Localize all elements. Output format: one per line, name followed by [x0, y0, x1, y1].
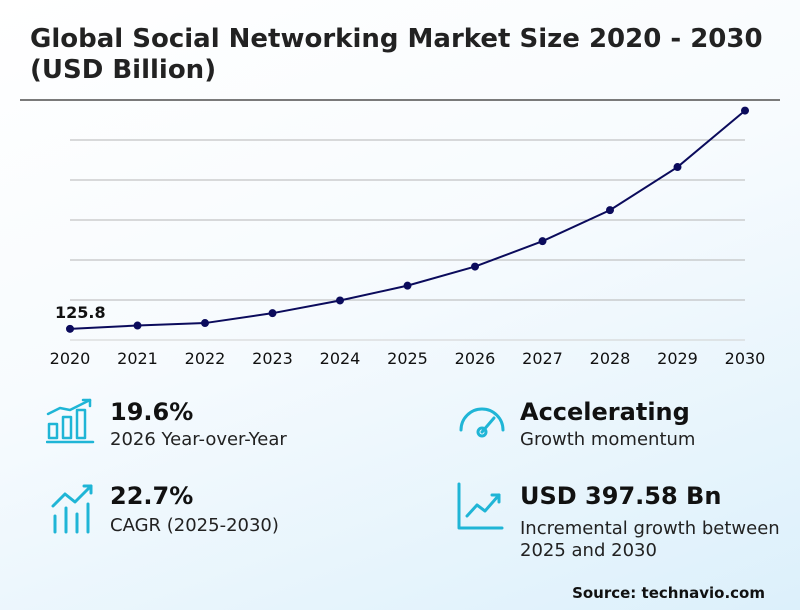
source-credit: Source: technavio.com: [572, 584, 765, 602]
x-tick-label: 2021: [117, 349, 158, 368]
data-label: 125.8: [55, 303, 106, 322]
chart-title: Global Social Networking Market Size 202…: [30, 24, 763, 85]
x-tick-label: 2022: [185, 349, 226, 368]
data-point: [673, 163, 682, 172]
data-point: [133, 321, 142, 330]
gauge-icon: [459, 407, 505, 438]
data-point: [66, 324, 74, 333]
trend-bars-icon: [51, 484, 93, 534]
x-tick-label: 2028: [590, 349, 631, 368]
x-tick-label: 2020: [50, 349, 91, 368]
x-tick-label: 2029: [657, 349, 698, 368]
stat-cagr-value: 22.7%: [110, 482, 194, 510]
line-chart: 2020 2021 2022 2023 2024 2025 2026 2027 2028 2029…: [50, 106, 766, 368]
stat-momentum: Accelerating Growth momentum: [456, 398, 776, 458]
data-point: [471, 262, 479, 271]
bar-chart-growth-icon: [46, 398, 95, 444]
data-point: [268, 309, 277, 318]
data-point: [538, 237, 547, 246]
x-tick-label: 2025: [387, 349, 428, 368]
line-chart-up-icon: [457, 482, 504, 530]
stat-yoy-label: 2026 Year-over-Year: [110, 429, 287, 450]
x-tick-label: 2023: [252, 349, 293, 368]
stat-incremental: USD 397.58 Bn Incremental growth between…: [456, 482, 786, 562]
x-tick-label: 2027: [522, 349, 563, 368]
stat-incremental-label: Incremental growth between 2025 and 2030: [520, 518, 780, 561]
title-divider: [20, 99, 780, 101]
data-point: [606, 206, 614, 215]
x-tick-label: 2024: [320, 349, 361, 368]
stat-cagr-label: CAGR (2025-2030): [110, 515, 279, 536]
data-point: [201, 319, 209, 328]
stat-momentum-value: Accelerating: [520, 398, 690, 426]
x-tick-label: 2030: [725, 349, 766, 368]
stat-momentum-label: Growth momentum: [520, 429, 696, 450]
stat-incremental-value: USD 397.58 Bn: [520, 482, 722, 510]
stat-yoy-value: 19.6%: [110, 398, 194, 426]
stat-yoy: 19.6% 2026 Year-over-Year: [46, 398, 376, 458]
data-point: [741, 106, 749, 115]
stat-cagr: 22.7% CAGR (2025-2030): [50, 482, 380, 542]
data-point: [403, 281, 412, 290]
data-point: [336, 296, 344, 305]
x-tick-label: 2026: [455, 349, 496, 368]
